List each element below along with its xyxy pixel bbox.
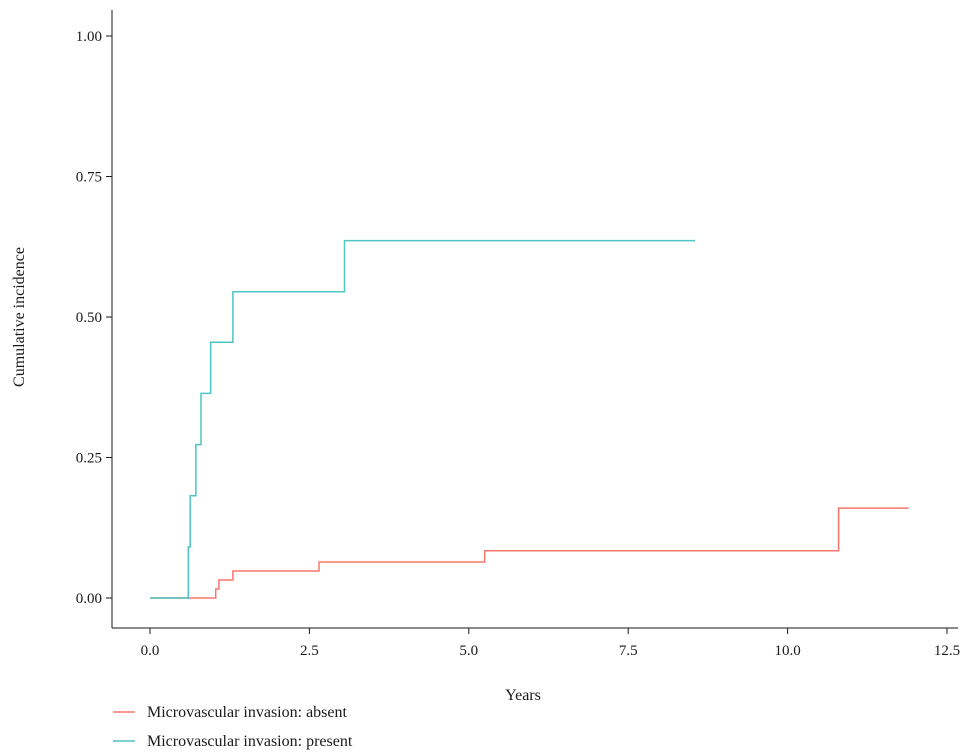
x-tick-label: 7.5	[619, 643, 638, 659]
axis-ticks: 0.0 2.5 5.0 7.5 10.0 12.5 0.00 0.25 0.50 0.75 1.00	[76, 29, 960, 659]
x-tick-label: 12.5	[934, 643, 960, 659]
x-tick-label: 10.0	[774, 643, 800, 659]
x-tick-label: 2.5	[300, 643, 319, 659]
series-line-absent	[150, 507, 909, 599]
y-tick-label: 0.50	[76, 310, 102, 326]
series-layer	[150, 239, 909, 599]
y-tick-label: 0.00	[76, 591, 102, 607]
x-tick-label: 0.0	[141, 643, 160, 659]
legend-label-present: Microvascular invasion: present	[147, 733, 353, 750]
y-tick-label: 1.00	[76, 29, 102, 45]
series-line-present	[150, 239, 696, 599]
y-axis-title: Cumulative incidence	[11, 247, 28, 387]
y-tick-label: 0.75	[76, 170, 102, 186]
x-tick-label: 5.0	[459, 643, 478, 659]
axes	[111, 10, 958, 629]
y-tick-label: 0.25	[76, 451, 102, 467]
x-axis-title: Years	[505, 687, 541, 704]
legend: Microvascular invasion: absent Microvasc…	[113, 704, 353, 750]
legend-label-absent: Microvascular invasion: absent	[147, 704, 348, 721]
